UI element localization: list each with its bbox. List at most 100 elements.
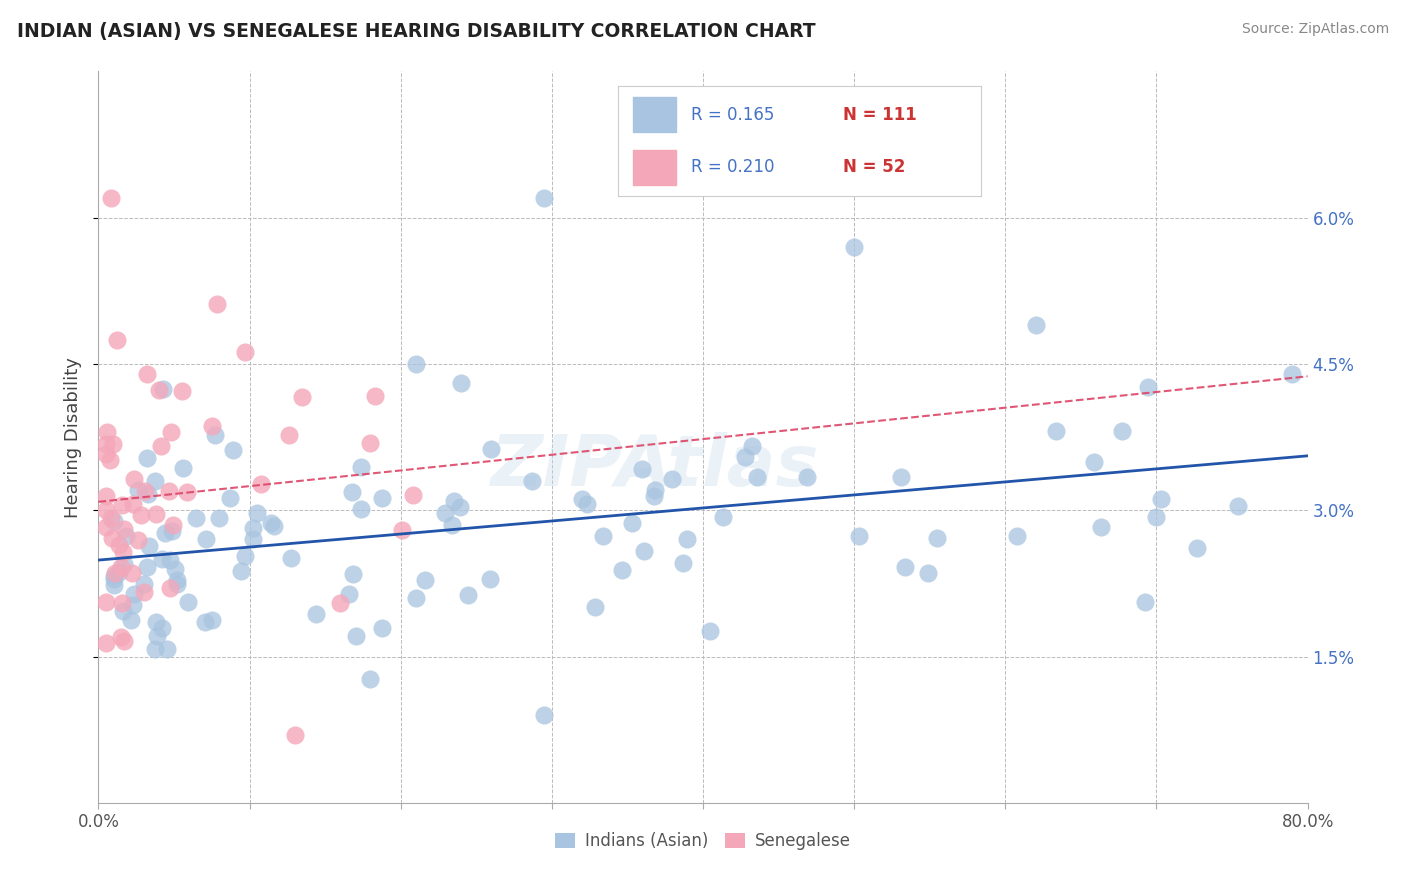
Point — [260, 516, 283, 530]
Point — [848, 528, 870, 542]
Point — [925, 532, 948, 546]
Point — [363, 389, 385, 403]
Y-axis label: Hearing Disability: Hearing Disability — [65, 357, 83, 517]
Point — [699, 624, 721, 638]
Point — [249, 476, 271, 491]
Point — [433, 506, 456, 520]
Text: INDIAN (ASIAN) VS SENEGALESE HEARING DISABILITY CORRELATION CHART: INDIAN (ASIAN) VS SENEGALESE HEARING DIS… — [17, 22, 815, 41]
Point — [450, 376, 472, 391]
Point — [621, 516, 644, 530]
Point — [894, 560, 917, 574]
Point — [242, 521, 264, 535]
Point — [284, 727, 307, 741]
Point — [890, 470, 912, 484]
Point — [121, 566, 143, 580]
Point — [1144, 509, 1167, 524]
Point — [134, 483, 156, 498]
Point — [449, 500, 471, 515]
Point — [796, 470, 818, 484]
Point — [152, 382, 174, 396]
Point — [121, 598, 143, 612]
Point — [1150, 492, 1173, 507]
Point — [633, 544, 655, 558]
Point — [127, 483, 149, 497]
Point — [522, 474, 544, 488]
Point — [153, 526, 176, 541]
Point — [103, 569, 125, 583]
Point — [159, 553, 181, 567]
Point — [457, 588, 479, 602]
Point — [145, 507, 167, 521]
Point — [413, 573, 436, 587]
Point — [231, 564, 253, 578]
Point — [96, 425, 118, 439]
Point — [246, 506, 269, 520]
Point — [111, 545, 134, 559]
Point — [166, 574, 188, 588]
Point — [129, 508, 152, 522]
Point — [233, 344, 256, 359]
Point — [478, 572, 501, 586]
Point — [112, 634, 135, 648]
Point — [94, 636, 117, 650]
Point — [405, 591, 427, 606]
Point — [115, 529, 138, 543]
Point — [575, 497, 598, 511]
Point — [1185, 541, 1208, 556]
Point — [111, 604, 134, 618]
Point — [150, 621, 173, 635]
Point — [592, 529, 614, 543]
Point — [305, 607, 328, 622]
Point — [631, 461, 654, 475]
Point — [103, 572, 125, 586]
Point — [184, 511, 207, 525]
Point — [100, 511, 122, 525]
Point — [108, 565, 131, 579]
Point — [204, 427, 226, 442]
Point — [612, 563, 634, 577]
Point — [103, 578, 125, 592]
Point — [194, 615, 217, 630]
Point — [340, 485, 363, 500]
Text: ZIPAtlas: ZIPAtlas — [491, 432, 818, 500]
Point — [112, 522, 135, 536]
Point — [222, 443, 245, 458]
Point — [583, 600, 606, 615]
Point — [110, 630, 132, 644]
Point — [127, 533, 149, 547]
Point — [101, 437, 124, 451]
Point — [344, 629, 367, 643]
Point — [342, 566, 364, 581]
Point — [201, 613, 224, 627]
Point — [337, 587, 360, 601]
Point — [571, 492, 593, 507]
Point — [402, 488, 425, 502]
Point — [100, 191, 122, 205]
Point — [1007, 529, 1029, 543]
Point — [290, 390, 312, 404]
Point — [1135, 595, 1157, 609]
Point — [159, 581, 181, 595]
Point — [122, 472, 145, 486]
Point — [359, 673, 381, 687]
Legend: Indians (Asian), Senegalese: Indians (Asian), Senegalese — [548, 825, 858, 856]
Point — [162, 518, 184, 533]
Point — [441, 518, 464, 533]
Point — [134, 577, 156, 591]
Point — [359, 436, 381, 450]
Point — [277, 427, 299, 442]
Point — [747, 469, 769, 483]
Point — [443, 493, 465, 508]
Point — [163, 562, 186, 576]
Point — [94, 595, 117, 609]
Point — [104, 566, 127, 580]
Point — [917, 566, 939, 580]
Point — [350, 501, 373, 516]
Point — [122, 497, 145, 511]
Point — [172, 384, 194, 398]
Point — [172, 460, 194, 475]
Point — [643, 489, 665, 503]
Point — [101, 531, 124, 545]
Point — [105, 333, 128, 347]
Point — [263, 519, 285, 533]
